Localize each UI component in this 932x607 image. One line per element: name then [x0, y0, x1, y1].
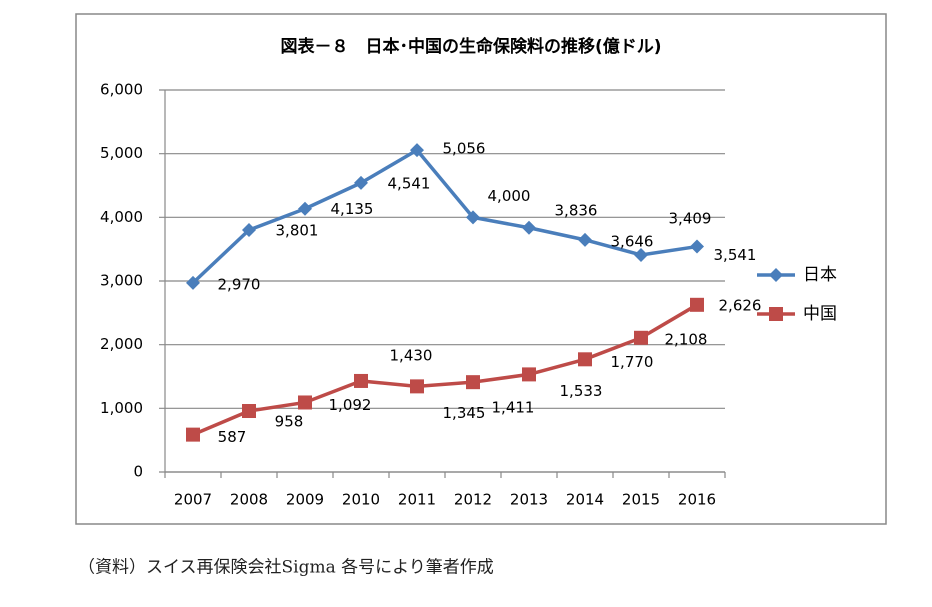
- data-marker: [298, 395, 312, 410]
- x-tick-label: 2013: [510, 491, 548, 509]
- series-line: [192, 303, 698, 437]
- data-label: 587: [218, 428, 247, 446]
- data-marker: [690, 239, 704, 254]
- x-tick-label: 2015: [622, 491, 660, 509]
- x-tick-label: 2014: [566, 491, 604, 509]
- x-tick-label: 2007: [174, 491, 212, 509]
- x-tick-label: 2011: [398, 491, 436, 509]
- data-marker: [186, 275, 200, 290]
- chart-title: 図表－８ 日本･中国の生命保険料の推移(億ドル): [280, 36, 661, 57]
- x-tick-label: 2009: [286, 491, 324, 509]
- data-label: 1,345: [443, 404, 486, 422]
- data-marker: [466, 210, 480, 225]
- legend-label: 中国: [803, 304, 837, 324]
- data-marker: [242, 223, 256, 238]
- x-tick-label: 2010: [342, 491, 380, 509]
- legend-label: 日本: [803, 265, 837, 285]
- data-label: 1,533: [560, 382, 603, 400]
- data-label: 4,000: [488, 187, 531, 205]
- data-label: 2,108: [665, 330, 708, 348]
- data-label: 1,092: [329, 396, 372, 414]
- y-tick-label: 3,000: [100, 272, 143, 290]
- data-label: 1,430: [390, 346, 433, 364]
- data-marker: [410, 379, 424, 394]
- data-marker: [242, 404, 256, 419]
- data-label: 2,970: [218, 275, 261, 293]
- data-label: 4,135: [331, 200, 374, 218]
- data-label: 3,801: [276, 222, 319, 240]
- data-marker: [410, 143, 424, 158]
- legend-marker: [769, 268, 783, 282]
- data-label: 3,836: [555, 201, 598, 219]
- data-marker: [466, 375, 480, 390]
- legend-marker: [769, 307, 783, 321]
- y-tick-label: 1,000: [100, 399, 143, 417]
- data-marker: [522, 220, 536, 235]
- series-line: [191, 147, 698, 285]
- y-tick-label: 4,000: [100, 208, 143, 226]
- chart-frame: [75, 13, 887, 525]
- y-tick-label: 0: [133, 463, 143, 481]
- data-marker: [522, 367, 536, 382]
- data-label: 3,541: [714, 246, 757, 264]
- data-marker: [186, 427, 200, 442]
- data-marker: [634, 247, 648, 262]
- x-tick-label: 2016: [678, 491, 716, 509]
- data-marker: [578, 352, 592, 367]
- y-tick-label: 2,000: [100, 335, 143, 353]
- data-label: 3,646: [611, 232, 654, 250]
- source-note: （資料）スイス再保険会社Sigma 各号により筆者作成: [78, 558, 494, 578]
- data-marker: [690, 297, 704, 312]
- data-marker: [634, 330, 648, 345]
- data-label: 2,626: [719, 296, 762, 314]
- x-tick-label: 2008: [230, 491, 268, 509]
- data-label: 1,770: [611, 353, 654, 371]
- x-tick-label: 2012: [454, 491, 492, 509]
- data-marker: [578, 232, 592, 247]
- data-label: 3,409: [669, 209, 712, 227]
- data-label: 4,541: [388, 174, 431, 192]
- y-tick-label: 6,000: [100, 81, 143, 99]
- data-marker: [354, 373, 368, 388]
- data-label: 5,056: [443, 140, 486, 158]
- data-label: 958: [275, 413, 304, 431]
- data-label: 1,411: [492, 399, 535, 417]
- data-marker: [354, 175, 368, 190]
- y-tick-label: 5,000: [100, 144, 143, 162]
- data-marker: [298, 201, 312, 216]
